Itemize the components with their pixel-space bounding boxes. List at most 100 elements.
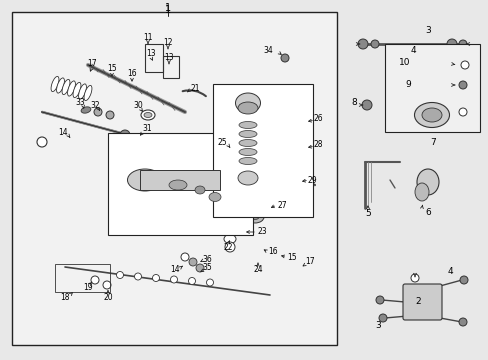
Circle shape xyxy=(458,108,466,116)
Text: 19: 19 xyxy=(83,284,93,292)
Text: 20: 20 xyxy=(103,293,113,302)
Ellipse shape xyxy=(270,172,278,187)
Text: 1: 1 xyxy=(164,3,171,13)
Circle shape xyxy=(196,264,203,272)
Text: 25: 25 xyxy=(217,138,226,147)
Circle shape xyxy=(460,61,468,69)
Ellipse shape xyxy=(235,93,260,113)
Circle shape xyxy=(231,204,238,210)
Bar xyxy=(213,84,312,217)
Bar xyxy=(12,12,336,345)
Circle shape xyxy=(240,189,256,205)
Ellipse shape xyxy=(81,107,91,113)
Text: 6: 6 xyxy=(424,207,430,216)
Text: 15: 15 xyxy=(107,63,117,72)
Ellipse shape xyxy=(239,158,257,165)
Ellipse shape xyxy=(143,112,152,117)
FancyBboxPatch shape xyxy=(402,284,441,320)
Text: 11: 11 xyxy=(143,32,152,41)
Circle shape xyxy=(458,40,466,48)
Ellipse shape xyxy=(239,131,257,138)
Text: 10: 10 xyxy=(398,58,410,67)
Circle shape xyxy=(375,296,383,304)
Bar xyxy=(145,44,163,72)
Text: 4: 4 xyxy=(409,45,415,54)
Text: 27: 27 xyxy=(277,201,286,210)
Ellipse shape xyxy=(250,215,259,220)
Text: 5: 5 xyxy=(365,208,370,217)
Ellipse shape xyxy=(208,193,221,202)
Ellipse shape xyxy=(57,78,64,93)
Circle shape xyxy=(136,138,143,146)
Ellipse shape xyxy=(238,102,258,114)
Text: 35: 35 xyxy=(202,264,211,273)
Circle shape xyxy=(94,108,102,116)
Ellipse shape xyxy=(281,175,289,190)
Circle shape xyxy=(224,242,235,252)
Ellipse shape xyxy=(414,183,428,201)
Text: 30: 30 xyxy=(133,100,142,109)
Ellipse shape xyxy=(127,169,162,191)
Text: 9: 9 xyxy=(404,80,410,89)
Circle shape xyxy=(458,81,466,89)
Ellipse shape xyxy=(239,122,257,129)
Circle shape xyxy=(281,54,288,62)
Text: 3: 3 xyxy=(424,26,430,35)
Circle shape xyxy=(226,197,232,203)
Text: 33: 33 xyxy=(75,98,85,107)
Bar xyxy=(384,44,479,132)
Text: 12: 12 xyxy=(163,37,172,46)
Text: 31: 31 xyxy=(142,123,151,132)
Text: 34: 34 xyxy=(263,45,272,54)
Circle shape xyxy=(189,258,197,266)
Circle shape xyxy=(103,281,111,289)
Ellipse shape xyxy=(245,211,264,223)
Circle shape xyxy=(91,276,99,284)
Ellipse shape xyxy=(238,171,258,185)
Circle shape xyxy=(188,278,195,284)
Circle shape xyxy=(134,273,141,280)
Ellipse shape xyxy=(276,174,284,189)
Bar xyxy=(140,170,220,190)
Circle shape xyxy=(458,318,466,326)
Circle shape xyxy=(446,39,456,49)
Circle shape xyxy=(410,274,418,282)
Text: 36: 36 xyxy=(202,256,211,265)
Ellipse shape xyxy=(224,234,236,243)
Circle shape xyxy=(361,100,371,110)
Text: 28: 28 xyxy=(313,140,322,149)
Ellipse shape xyxy=(224,225,236,234)
Ellipse shape xyxy=(416,169,438,195)
Ellipse shape xyxy=(79,84,86,99)
Ellipse shape xyxy=(239,149,257,156)
Circle shape xyxy=(170,276,177,283)
Circle shape xyxy=(357,39,367,49)
Text: 13: 13 xyxy=(164,53,173,62)
Text: 17: 17 xyxy=(305,257,314,266)
Circle shape xyxy=(181,253,189,261)
Text: 17: 17 xyxy=(87,59,97,68)
Text: 13: 13 xyxy=(146,49,156,58)
Ellipse shape xyxy=(421,108,441,122)
Circle shape xyxy=(378,314,386,322)
Circle shape xyxy=(116,271,123,279)
Circle shape xyxy=(37,137,47,147)
Text: 32: 32 xyxy=(90,100,100,109)
Text: 8: 8 xyxy=(350,98,356,107)
Text: 16: 16 xyxy=(127,68,137,77)
Text: 14: 14 xyxy=(170,266,180,275)
Circle shape xyxy=(206,279,213,286)
Ellipse shape xyxy=(169,180,186,190)
Circle shape xyxy=(106,111,114,119)
Ellipse shape xyxy=(73,82,81,98)
Ellipse shape xyxy=(414,103,448,127)
Text: 2: 2 xyxy=(414,297,420,306)
Ellipse shape xyxy=(51,76,59,91)
Ellipse shape xyxy=(254,167,262,183)
Text: 7: 7 xyxy=(429,138,435,147)
Text: 24: 24 xyxy=(253,266,262,275)
Text: 15: 15 xyxy=(286,252,296,261)
Text: 3: 3 xyxy=(374,320,380,329)
Text: 23: 23 xyxy=(257,228,266,237)
Text: 18: 18 xyxy=(60,293,70,302)
